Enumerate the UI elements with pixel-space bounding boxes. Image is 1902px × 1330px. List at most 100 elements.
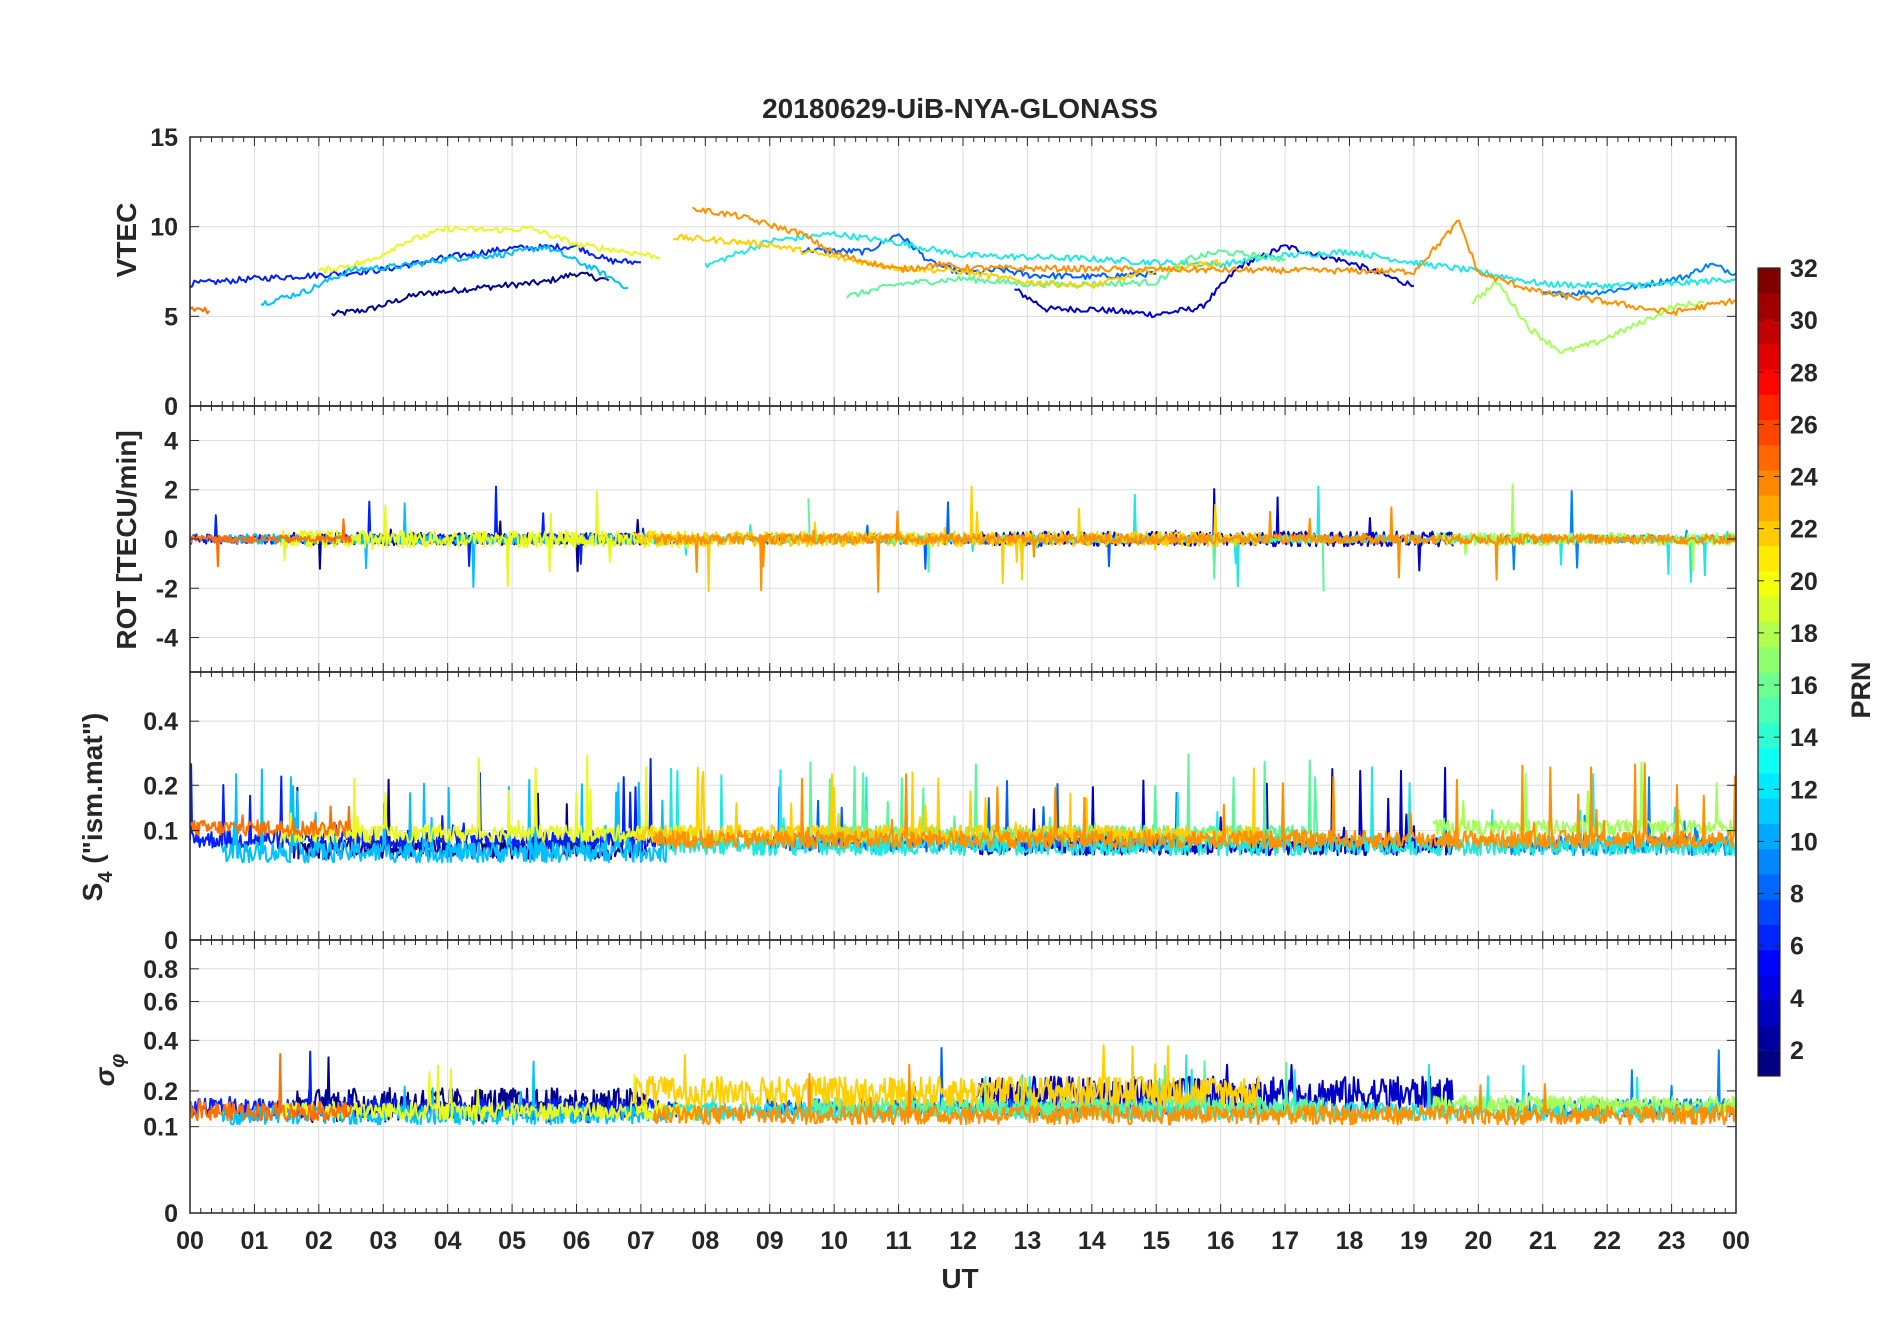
- series-line-prn-24: [190, 1053, 352, 1122]
- panel-sigma: 0 0.1 0.2 0.4 0.6 0.8: [143, 939, 1737, 1228]
- x-tick-label: 04: [434, 1227, 462, 1255]
- panel-s4: 0 0.1 0.2 0.4: [143, 671, 1737, 955]
- colorbar-segment: [1758, 1025, 1780, 1052]
- y-tick-label-s4: 0: [164, 927, 178, 955]
- colorbar-segment: [1758, 444, 1780, 471]
- panel-vtec: 0 5 10 15: [150, 124, 1737, 421]
- colorbar-tick-label: 2: [1790, 1037, 1804, 1065]
- colorbar-tick-label: 12: [1790, 776, 1818, 804]
- series-line-prn-17: [1471, 281, 1704, 354]
- x-tick-label: 06: [563, 1227, 591, 1255]
- colorbar-segment: [1758, 924, 1780, 951]
- series-line-prn-3: [974, 488, 1454, 572]
- y-tick-label-rot: -2: [156, 575, 178, 603]
- x-tick-label: 13: [1014, 1227, 1042, 1255]
- series-line-prn-24: [190, 518, 352, 568]
- panel-rot: -4 -2 0 2 4: [156, 405, 1737, 673]
- colorbar-segment: [1758, 823, 1780, 850]
- x-tick-label: 22: [1593, 1227, 1621, 1255]
- series-line-prn-19: [279, 754, 700, 844]
- series-line-prn-5: [190, 243, 642, 289]
- colorbar-segment: [1758, 874, 1780, 900]
- y-tick-label-sigma: 0.1: [143, 1114, 178, 1142]
- series-line-prn-17: [1432, 1094, 1736, 1114]
- y-tick-label-vtec: 5: [164, 303, 178, 331]
- y-tick-label-rot: 2: [164, 477, 178, 505]
- y-tick-label-rot: -4: [156, 625, 178, 653]
- colorbar-segment: [1758, 571, 1780, 597]
- series-line-prn-23: [652, 506, 1736, 593]
- x-axis-label: UT: [941, 1263, 978, 1294]
- x-tick-label: 19: [1400, 1227, 1428, 1255]
- series-line-prn-21: [672, 233, 1222, 290]
- series-line-prn-24: [190, 805, 352, 838]
- colorbar-tick-label: 18: [1790, 620, 1818, 648]
- colorbar-segment: [1758, 343, 1780, 370]
- x-tick-label: 23: [1658, 1227, 1686, 1255]
- x-tick-label: 10: [820, 1227, 848, 1255]
- series-line-prn-24: [190, 306, 211, 315]
- y-tick-label-rot: 0: [164, 526, 178, 554]
- s4-y-label: S4 ("ism.mat"): [77, 713, 117, 902]
- y-tick-label-sigma: 0.6: [143, 989, 178, 1017]
- colorbar-segment: [1758, 722, 1780, 749]
- colorbar-tick-label: 22: [1790, 516, 1818, 544]
- x-tick-label: 15: [1142, 1227, 1170, 1255]
- colorbar-segment: [1758, 646, 1780, 673]
- y-tick-label-rot: 4: [164, 427, 178, 455]
- colorbar-tick-label: 32: [1790, 255, 1818, 283]
- colorbar-segment: [1758, 318, 1780, 345]
- colorbar-segment: [1758, 672, 1780, 698]
- series-line-prn-8: [1503, 1049, 1736, 1118]
- colorbar-segment: [1758, 520, 1780, 547]
- x-tick-label: 21: [1529, 1227, 1557, 1255]
- colorbar-segment: [1758, 949, 1780, 976]
- colorbar-tick-label: 10: [1790, 828, 1818, 856]
- colorbar-segment: [1758, 1050, 1780, 1077]
- y-tick-label-sigma: 0.4: [143, 1027, 178, 1055]
- x-tick-label: 17: [1271, 1227, 1299, 1255]
- series-line-prn-23: [692, 206, 1736, 316]
- sigma-label-main: σ: [89, 1066, 120, 1086]
- x-tick-label: 03: [369, 1227, 397, 1255]
- colorbar-tick-label: 20: [1790, 568, 1818, 596]
- colorbar-label: PRN: [1846, 661, 1876, 718]
- colorbar-tick-label: 16: [1790, 672, 1818, 700]
- sigma-y-label: σφ: [89, 1054, 129, 1087]
- sigma-label-sub: φ: [107, 1054, 129, 1068]
- series-line-prn-11: [221, 768, 668, 864]
- series-line-prn-19: [279, 490, 700, 588]
- colorbar-tick-label: 14: [1790, 724, 1818, 752]
- series-group-s4: [190, 753, 1736, 864]
- rot-y-label: ROT [TECU/min]: [111, 430, 142, 649]
- colorbar-segment: [1758, 899, 1780, 925]
- colorbar-segment: [1758, 848, 1780, 875]
- x-tick-label: 08: [691, 1227, 719, 1255]
- x-tick-label: 16: [1207, 1227, 1235, 1255]
- x-tick-label: 05: [498, 1227, 526, 1255]
- series-line-prn-3: [1014, 244, 1415, 319]
- colorbar-segment: [1758, 394, 1780, 420]
- colorbar-tick-label: 30: [1790, 307, 1818, 335]
- colorbar-tick-label: 24: [1790, 464, 1818, 492]
- s4-label-rest: ("ism.mat"): [77, 713, 108, 872]
- series-group-sigma: [190, 1044, 1736, 1126]
- x-tick-label: 18: [1336, 1227, 1364, 1255]
- colorbar-segment: [1758, 419, 1780, 446]
- x-tick-label: 00: [176, 1227, 204, 1255]
- series-line-prn-11: [260, 244, 629, 307]
- colorbar-segment: [1758, 773, 1780, 799]
- x-tick-label: 14: [1078, 1227, 1106, 1255]
- x-tick-label: 07: [627, 1227, 655, 1255]
- series-line-prn-2: [331, 271, 610, 317]
- colorbar-segment: [1758, 268, 1780, 294]
- s4-label-sub: 4: [95, 871, 117, 883]
- colorbar-segment: [1758, 545, 1780, 572]
- x-tick-label: 00: [1722, 1227, 1750, 1255]
- colorbar-tick-label: 28: [1790, 359, 1818, 387]
- colorbar-segment: [1758, 293, 1780, 319]
- y-tick-label-vtec: 0: [164, 393, 178, 421]
- y-tick-label-sigma: 0.2: [143, 1078, 178, 1106]
